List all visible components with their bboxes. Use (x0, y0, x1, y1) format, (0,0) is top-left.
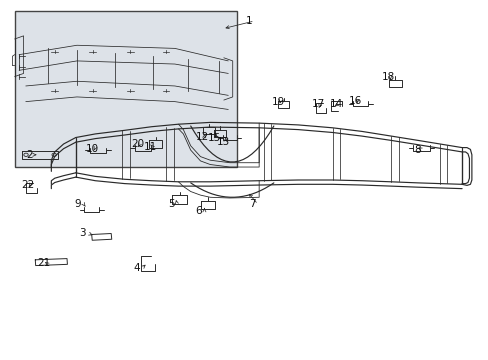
Text: 20: 20 (131, 139, 144, 149)
Text: 9: 9 (75, 199, 81, 209)
Text: 5: 5 (168, 199, 175, 209)
Text: 10: 10 (85, 144, 99, 154)
Text: 8: 8 (413, 145, 420, 155)
Text: 2: 2 (26, 150, 33, 160)
Text: 11: 11 (143, 142, 157, 152)
Text: 14: 14 (329, 99, 343, 109)
Text: 15: 15 (207, 133, 220, 143)
Text: 7: 7 (249, 199, 256, 210)
Text: 18: 18 (381, 72, 394, 82)
Text: 19: 19 (271, 97, 284, 107)
Text: 1: 1 (245, 16, 252, 26)
Text: 12: 12 (195, 132, 208, 142)
Text: 22: 22 (21, 180, 35, 190)
Text: 13: 13 (216, 137, 229, 147)
Text: 3: 3 (79, 228, 86, 238)
FancyBboxPatch shape (15, 11, 237, 167)
Text: 21: 21 (37, 258, 50, 268)
Text: 4: 4 (133, 263, 140, 273)
Text: 6: 6 (195, 206, 202, 216)
Text: 17: 17 (311, 99, 324, 109)
Text: 16: 16 (348, 96, 361, 106)
